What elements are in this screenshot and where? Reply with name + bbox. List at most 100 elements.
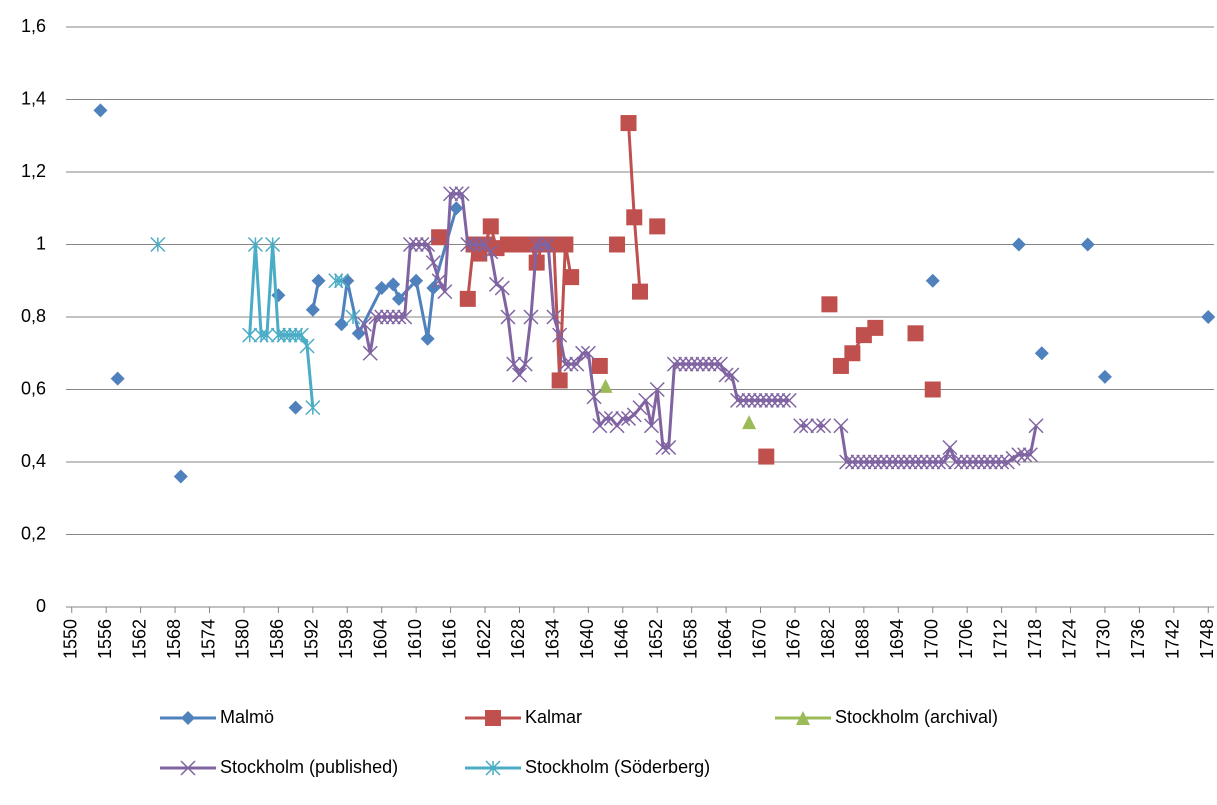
data-point bbox=[391, 291, 406, 306]
data-point bbox=[620, 115, 637, 132]
data-point bbox=[661, 439, 677, 456]
data-point bbox=[953, 454, 969, 470]
data-point bbox=[821, 296, 838, 313]
data-point bbox=[449, 201, 464, 216]
data-point bbox=[798, 418, 814, 434]
data-point bbox=[850, 454, 866, 470]
data-point bbox=[454, 186, 470, 202]
data-point bbox=[896, 454, 912, 470]
data-point bbox=[173, 469, 188, 484]
data-point bbox=[334, 317, 349, 332]
data-point bbox=[1011, 447, 1027, 463]
x-tick-label: 1568 bbox=[164, 619, 184, 659]
data-point bbox=[259, 327, 275, 343]
data-point bbox=[982, 454, 998, 470]
x-tick-label: 1682 bbox=[818, 619, 838, 659]
data-point bbox=[426, 281, 441, 295]
data-point bbox=[402, 236, 418, 253]
data-point bbox=[265, 236, 281, 253]
data-point bbox=[299, 338, 315, 354]
data-point bbox=[93, 103, 108, 118]
data-point bbox=[437, 284, 453, 300]
data-point bbox=[626, 209, 643, 226]
legend-label: Stockholm (Söderberg) bbox=[525, 757, 710, 777]
data-point bbox=[362, 345, 378, 361]
data-point bbox=[942, 439, 958, 456]
data-point bbox=[270, 327, 286, 343]
data-point bbox=[552, 327, 568, 343]
data-point bbox=[374, 281, 389, 295]
data-point bbox=[276, 327, 292, 343]
data-point bbox=[110, 371, 125, 386]
x-tick-label: 1718 bbox=[1025, 619, 1045, 659]
data-point bbox=[793, 418, 809, 434]
data-point bbox=[517, 356, 533, 372]
x-tick-label: 1724 bbox=[1059, 619, 1079, 659]
data-point bbox=[385, 309, 401, 325]
x-tick-label: 1574 bbox=[198, 619, 218, 659]
data-point bbox=[333, 273, 350, 289]
data-point bbox=[356, 316, 373, 332]
x-tick-label: 1700 bbox=[921, 619, 941, 659]
data-point bbox=[844, 345, 861, 362]
data-point bbox=[781, 392, 797, 408]
data-point bbox=[988, 454, 1004, 470]
data-point bbox=[379, 309, 395, 325]
legend-label: Stockholm (archival) bbox=[835, 707, 998, 727]
x-tick-label: 1742 bbox=[1163, 619, 1183, 659]
data-point bbox=[753, 392, 769, 408]
data-point bbox=[340, 273, 355, 288]
data-point bbox=[1097, 369, 1112, 384]
data-point bbox=[924, 381, 941, 398]
x-tick-label: 1688 bbox=[853, 619, 873, 659]
legend-marker bbox=[180, 760, 196, 776]
x-tick-label: 1556 bbox=[95, 619, 115, 659]
data-point bbox=[414, 236, 430, 253]
data-point bbox=[460, 236, 476, 253]
x-tick-label: 1730 bbox=[1094, 619, 1114, 659]
y-tick-label: 0,4 bbox=[21, 451, 46, 471]
x-tick-label: 1610 bbox=[405, 619, 425, 659]
data-point bbox=[409, 273, 424, 288]
x-tick-label: 1664 bbox=[715, 619, 735, 659]
y-tick-label: 1,4 bbox=[21, 88, 46, 108]
data-point bbox=[867, 454, 883, 470]
data-point bbox=[397, 309, 413, 325]
data-point bbox=[500, 309, 516, 325]
data-point bbox=[907, 454, 924, 470]
y-tick-label: 1 bbox=[36, 233, 46, 253]
data-point bbox=[288, 400, 303, 415]
data-point bbox=[833, 418, 849, 434]
data-point bbox=[345, 309, 361, 325]
data-point bbox=[867, 319, 884, 336]
x-tick-label: 1580 bbox=[233, 619, 253, 659]
x-tick-label: 1634 bbox=[543, 619, 563, 659]
data-point bbox=[632, 283, 648, 300]
x-tick-label: 1712 bbox=[990, 619, 1010, 659]
data-point bbox=[482, 218, 499, 235]
legend-marker bbox=[485, 710, 501, 726]
x-tick-label: 1586 bbox=[267, 619, 287, 659]
data-point bbox=[649, 218, 666, 235]
data-point bbox=[913, 454, 929, 470]
data-point bbox=[770, 392, 786, 408]
data-point bbox=[1201, 310, 1216, 324]
data-point bbox=[598, 378, 613, 393]
data-point bbox=[810, 418, 826, 434]
x-tick-label: 1670 bbox=[749, 619, 769, 659]
data-point bbox=[862, 454, 878, 470]
data-point bbox=[678, 356, 694, 372]
data-point bbox=[609, 236, 626, 253]
data-point bbox=[271, 288, 286, 303]
data-point bbox=[511, 367, 527, 383]
data-point bbox=[586, 389, 602, 405]
data-point bbox=[925, 273, 940, 288]
data-point bbox=[689, 356, 705, 372]
data-point bbox=[643, 418, 660, 434]
data-point bbox=[971, 454, 987, 470]
legend-item: Stockholm (Söderberg) bbox=[465, 757, 710, 777]
data-point bbox=[632, 400, 648, 416]
data-point bbox=[718, 367, 734, 383]
data-point bbox=[907, 325, 924, 342]
data-point bbox=[1011, 237, 1026, 252]
